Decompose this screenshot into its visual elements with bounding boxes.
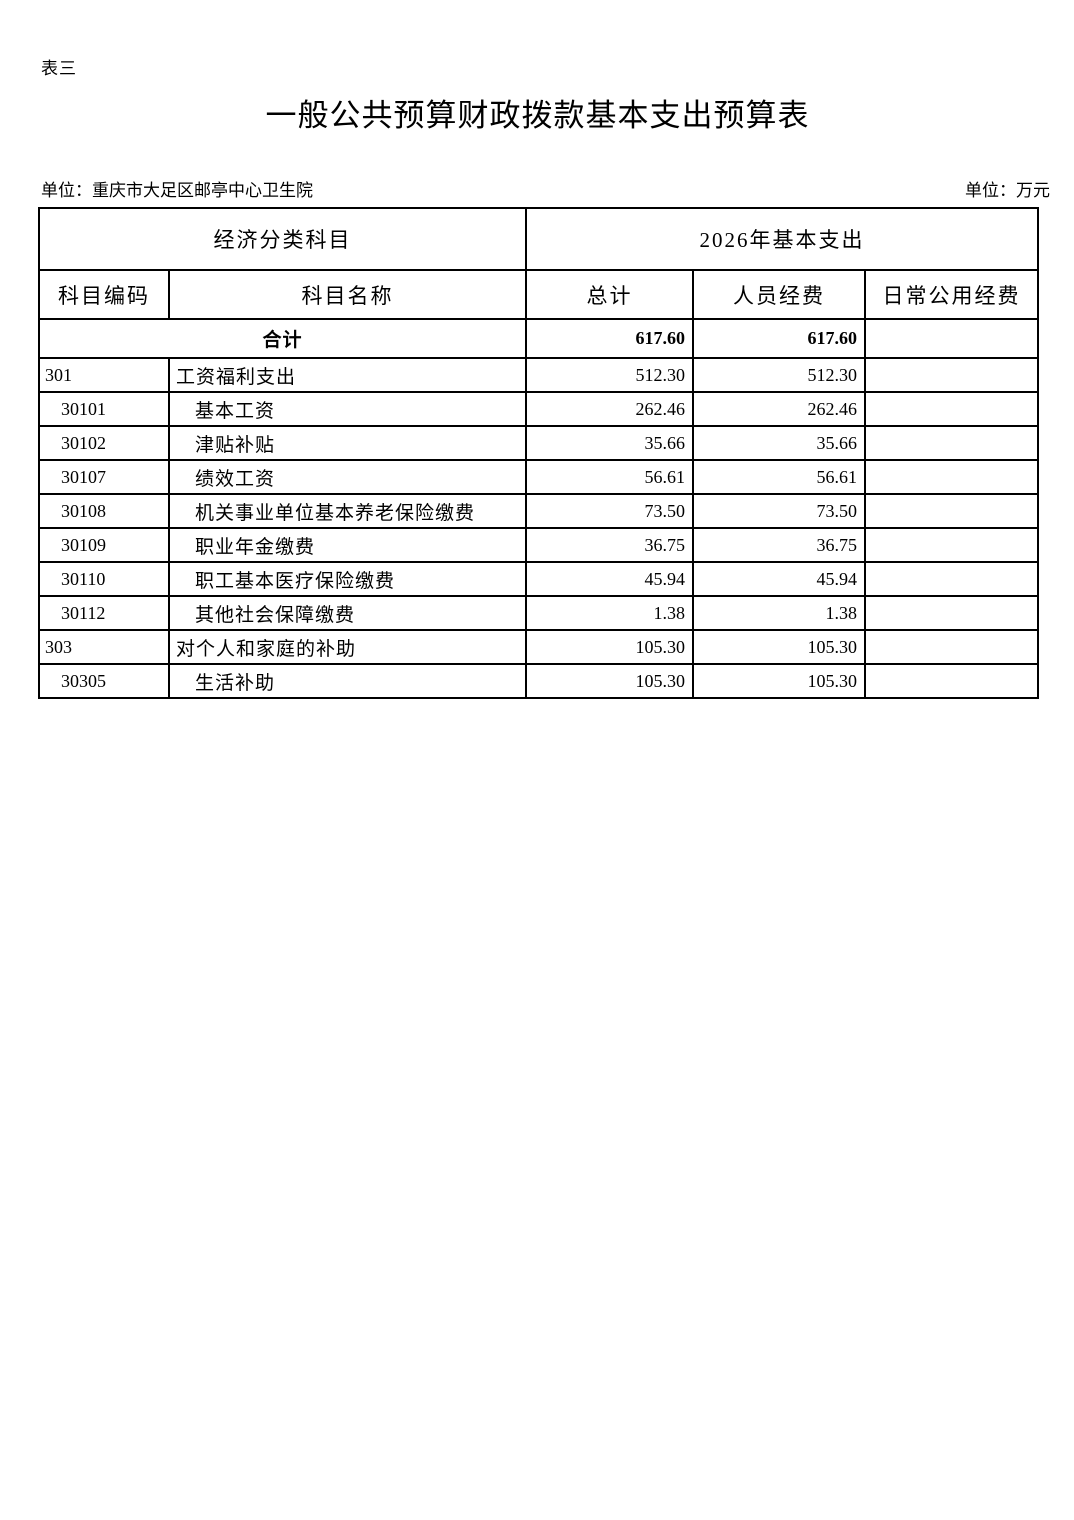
daily-value-cell [863, 561, 1040, 597]
personnel-value-cell: 105.30 [692, 663, 866, 699]
table-header: 经济分类科目 2026年基本支出 科目编码 科目名称 总计 人员经费 日常公用经… [38, 207, 1040, 320]
subject-code-cell: 303 [38, 629, 170, 665]
daily-value-cell [863, 663, 1040, 699]
col-header-personnel-funds: 人员经费 [692, 269, 866, 320]
daily-value-cell [863, 595, 1040, 631]
personnel-value-cell: 45.94 [692, 561, 866, 597]
personnel-value-cell: 73.50 [692, 493, 866, 529]
subject-name-cell: 职工基本医疗保险缴费 [168, 561, 527, 597]
total-value-cell: 105.30 [525, 629, 694, 665]
daily-value-cell [863, 527, 1040, 563]
col-header-total: 总计 [525, 269, 694, 320]
personnel-value-cell: 1.38 [692, 595, 866, 631]
subject-code-cell: 30109 [38, 527, 170, 563]
subject-name-cell: 基本工资 [168, 391, 527, 427]
personnel-value-cell: 36.75 [692, 527, 866, 563]
total-total-cell: 617.60 [525, 318, 694, 359]
header-group-row: 经济分类科目 2026年基本支出 [38, 207, 1040, 271]
table-row: 30102 津贴补贴 35.66 35.66 [38, 425, 1040, 461]
daily-value-cell [863, 493, 1040, 529]
subject-code-cell: 30107 [38, 459, 170, 495]
total-daily-cell [863, 318, 1040, 359]
daily-value-cell [863, 357, 1040, 393]
page-title: 一般公共预算财政拨款基本支出预算表 [265, 98, 810, 133]
col-header-subject-name: 科目名称 [168, 269, 527, 320]
table-row: 30112 其他社会保障缴费 1.38 1.38 [38, 595, 1040, 631]
total-value-cell: 262.46 [525, 391, 694, 427]
unit-row: 单位：重庆市大足区邮亭中心卫生院 单位：万元 [41, 176, 1050, 201]
table-number-label: 表三 [41, 59, 77, 78]
daily-value-cell [863, 425, 1040, 461]
total-label-cell: 合计 [38, 318, 527, 359]
daily-value-cell [863, 459, 1040, 495]
total-value-cell: 1.38 [525, 595, 694, 631]
subject-code-cell: 30110 [38, 561, 170, 597]
personnel-value-cell: 56.61 [692, 459, 866, 495]
total-value-cell: 512.30 [525, 357, 694, 393]
header-economic-classification: 经济分类科目 [38, 207, 527, 271]
table-row: 301 工资福利支出 512.30 512.30 [38, 357, 1040, 393]
personnel-value-cell: 512.30 [692, 357, 866, 393]
column-header-row: 科目编码 科目名称 总计 人员经费 日常公用经费 [38, 269, 1040, 320]
table-row: 30110 职工基本医疗保险缴费 45.94 45.94 [38, 561, 1040, 597]
personnel-value-cell: 35.66 [692, 425, 866, 461]
total-value-cell: 105.30 [525, 663, 694, 699]
subject-name-cell: 生活补助 [168, 663, 527, 699]
table-row: 30305 生活补助 105.30 105.30 [38, 663, 1040, 699]
table-row: 30108 机关事业单位基本养老保险缴费 73.50 73.50 [38, 493, 1040, 529]
total-value-cell: 45.94 [525, 561, 694, 597]
col-header-daily-public-funds: 日常公用经费 [863, 269, 1040, 320]
total-personnel-cell: 617.60 [692, 318, 866, 359]
daily-value-cell [863, 391, 1040, 427]
subject-name-cell: 其他社会保障缴费 [168, 595, 527, 631]
total-value-cell: 35.66 [525, 425, 694, 461]
subject-name-cell: 对个人和家庭的补助 [168, 629, 527, 665]
budget-table: 经济分类科目 2026年基本支出 科目编码 科目名称 总计 人员经费 日常公用经… [38, 207, 1040, 699]
total-row: 合计 617.60 617.60 [38, 318, 1040, 359]
subject-name-cell: 工资福利支出 [168, 357, 527, 393]
subject-name-cell: 机关事业单位基本养老保险缴费 [168, 493, 527, 529]
subject-code-cell: 301 [38, 357, 170, 393]
unit-name-label: 单位：重庆市大足区邮亭中心卫生院 [41, 181, 313, 200]
subject-name-cell: 津贴补贴 [168, 425, 527, 461]
subject-code-cell: 30112 [38, 595, 170, 631]
total-value-cell: 56.61 [525, 459, 694, 495]
subject-code-cell: 30305 [38, 663, 170, 699]
subject-code-cell: 30108 [38, 493, 170, 529]
subject-code-cell: 30101 [38, 391, 170, 427]
table-row: 303 对个人和家庭的补助 105.30 105.30 [38, 629, 1040, 665]
personnel-value-cell: 105.30 [692, 629, 866, 665]
daily-value-cell [863, 629, 1040, 665]
subject-name-cell: 职业年金缴费 [168, 527, 527, 563]
header-2026-basic-expenditure: 2026年基本支出 [524, 207, 1040, 271]
table-row: 30101 基本工资 262.46 262.46 [38, 391, 1040, 427]
subject-name-cell: 绩效工资 [168, 459, 527, 495]
total-value-cell: 73.50 [525, 493, 694, 529]
subject-code-cell: 30102 [38, 425, 170, 461]
total-value-cell: 36.75 [525, 527, 694, 563]
unit-currency-label: 单位：万元 [965, 181, 1050, 200]
table-row: 30107 绩效工资 56.61 56.61 [38, 459, 1040, 495]
col-header-subject-code: 科目编码 [38, 269, 170, 320]
table-row: 30109 职业年金缴费 36.75 36.75 [38, 527, 1040, 563]
table-body: 合计 617.60 617.60 301 工资福利支出 512.30 512.30 30… [38, 318, 1040, 699]
personnel-value-cell: 262.46 [692, 391, 866, 427]
